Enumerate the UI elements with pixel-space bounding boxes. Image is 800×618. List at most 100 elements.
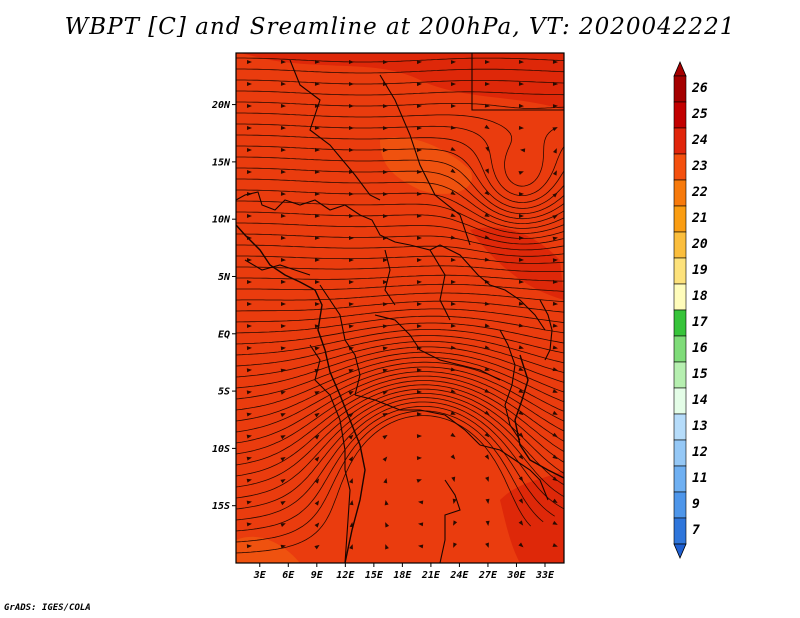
flow-arrow	[518, 410, 524, 416]
flow-arrow	[518, 388, 524, 393]
map-title: WBPT [C] and Sreamline at 200hPa, VT: 20…	[64, 14, 736, 40]
flow-arrow	[280, 501, 286, 506]
lat-tick-label: 20N	[211, 100, 231, 111]
colorbar-label: 16	[692, 341, 708, 356]
flow-arrow	[382, 148, 388, 153]
flow-arrow	[484, 323, 490, 328]
flow-arrow	[246, 257, 252, 262]
flow-arrow	[552, 258, 558, 263]
streamline	[236, 156, 564, 215]
streamline	[236, 392, 564, 499]
lon-tick-label: 6E	[282, 570, 295, 581]
flow-arrow	[485, 146, 490, 152]
flow-arrow	[246, 59, 252, 64]
flow-arrow	[450, 367, 456, 372]
colorbar-label: 13	[692, 419, 708, 434]
flow-arrow	[348, 213, 354, 218]
colorbar-label: 21	[691, 211, 708, 226]
lon-tick-label: 21E	[421, 570, 441, 581]
flow-arrow	[416, 434, 422, 439]
flow-arrow	[280, 544, 286, 549]
colorbar-swatch	[673, 361, 687, 389]
flow-arrow	[280, 103, 286, 108]
flow-arrow	[552, 170, 557, 176]
flow-arrow	[518, 59, 524, 64]
flow-arrow	[246, 302, 252, 307]
flow-arrow	[382, 346, 388, 351]
flow-arrow	[518, 542, 524, 548]
flow-arrow	[383, 478, 388, 484]
flow-arrow	[418, 544, 424, 549]
lon-tick-label: 3E	[253, 570, 267, 581]
flow-arrow	[246, 368, 252, 373]
lon-tick-label: 15E	[365, 570, 384, 581]
flow-arrow	[552, 476, 558, 482]
colorbar-swatch	[673, 231, 687, 259]
flow-arrow	[552, 148, 557, 154]
colorbar-swatch	[673, 179, 687, 207]
colorbar-swatch	[673, 491, 687, 519]
lat-tick-label: 15S	[212, 501, 230, 512]
streamline	[236, 380, 564, 466]
lon-tick-label: 27E	[478, 570, 498, 581]
flow-arrow	[382, 391, 388, 395]
flow-arrow	[450, 323, 456, 328]
streamline	[236, 222, 564, 245]
colorbar-label: 11	[692, 471, 708, 486]
streamline	[236, 405, 555, 532]
colorbar-label: 26	[691, 81, 708, 96]
streamline	[236, 211, 564, 239]
colorbar-label: 24	[691, 133, 708, 148]
flow-arrow	[314, 412, 320, 418]
flow-arrow	[382, 413, 388, 418]
flow-arrow	[518, 323, 524, 328]
flow-arrow	[484, 124, 490, 130]
streamline	[236, 375, 564, 455]
flow-arrow	[349, 478, 353, 484]
streamline	[236, 328, 564, 356]
flow-arrow	[416, 169, 422, 174]
streamline	[236, 233, 564, 251]
lon-tick-label: 9E	[311, 570, 324, 581]
flow-arrow	[280, 279, 286, 284]
flow-arrow	[348, 81, 354, 86]
flow-arrow	[382, 258, 388, 263]
flow-arrow	[246, 522, 252, 527]
flow-arrow	[416, 147, 422, 152]
flow-arrow	[552, 410, 558, 415]
flow-arrow	[280, 413, 286, 417]
flow-arrow	[552, 59, 558, 64]
colorbar-label: 15	[692, 367, 708, 382]
streamline	[236, 134, 564, 204]
streamline	[236, 68, 564, 74]
flow-arrow	[348, 391, 354, 396]
colorbar-swatch	[673, 439, 687, 467]
flow-arrow	[485, 542, 489, 548]
streamline	[236, 292, 564, 303]
flow-arrow	[280, 456, 286, 462]
flow-arrow	[314, 544, 320, 550]
flow-arrow	[280, 523, 286, 527]
flow-arrow	[382, 324, 388, 329]
flow-arrow	[484, 257, 490, 262]
flow-arrow	[552, 236, 558, 241]
flow-arrow	[280, 346, 286, 351]
streamline	[236, 145, 564, 209]
colorbar-label: 20	[691, 237, 708, 252]
colorbar-swatch	[673, 283, 687, 311]
streamline	[236, 255, 564, 264]
flow-arrow	[348, 280, 354, 285]
streamline	[236, 244, 564, 257]
flow-arrow	[451, 476, 456, 482]
map-area	[236, 53, 564, 563]
lon-tick-label: 33E	[535, 570, 555, 581]
flow-arrow	[314, 213, 320, 218]
flow-arrow	[416, 390, 422, 395]
lat-tick-label: 10S	[212, 444, 230, 455]
flow-arrow	[484, 212, 490, 217]
flow-arrow	[314, 434, 320, 440]
flow-arrow	[348, 191, 354, 196]
flow-arrow	[348, 103, 354, 108]
flow-arrow	[518, 432, 524, 438]
flow-arrow	[552, 279, 558, 284]
